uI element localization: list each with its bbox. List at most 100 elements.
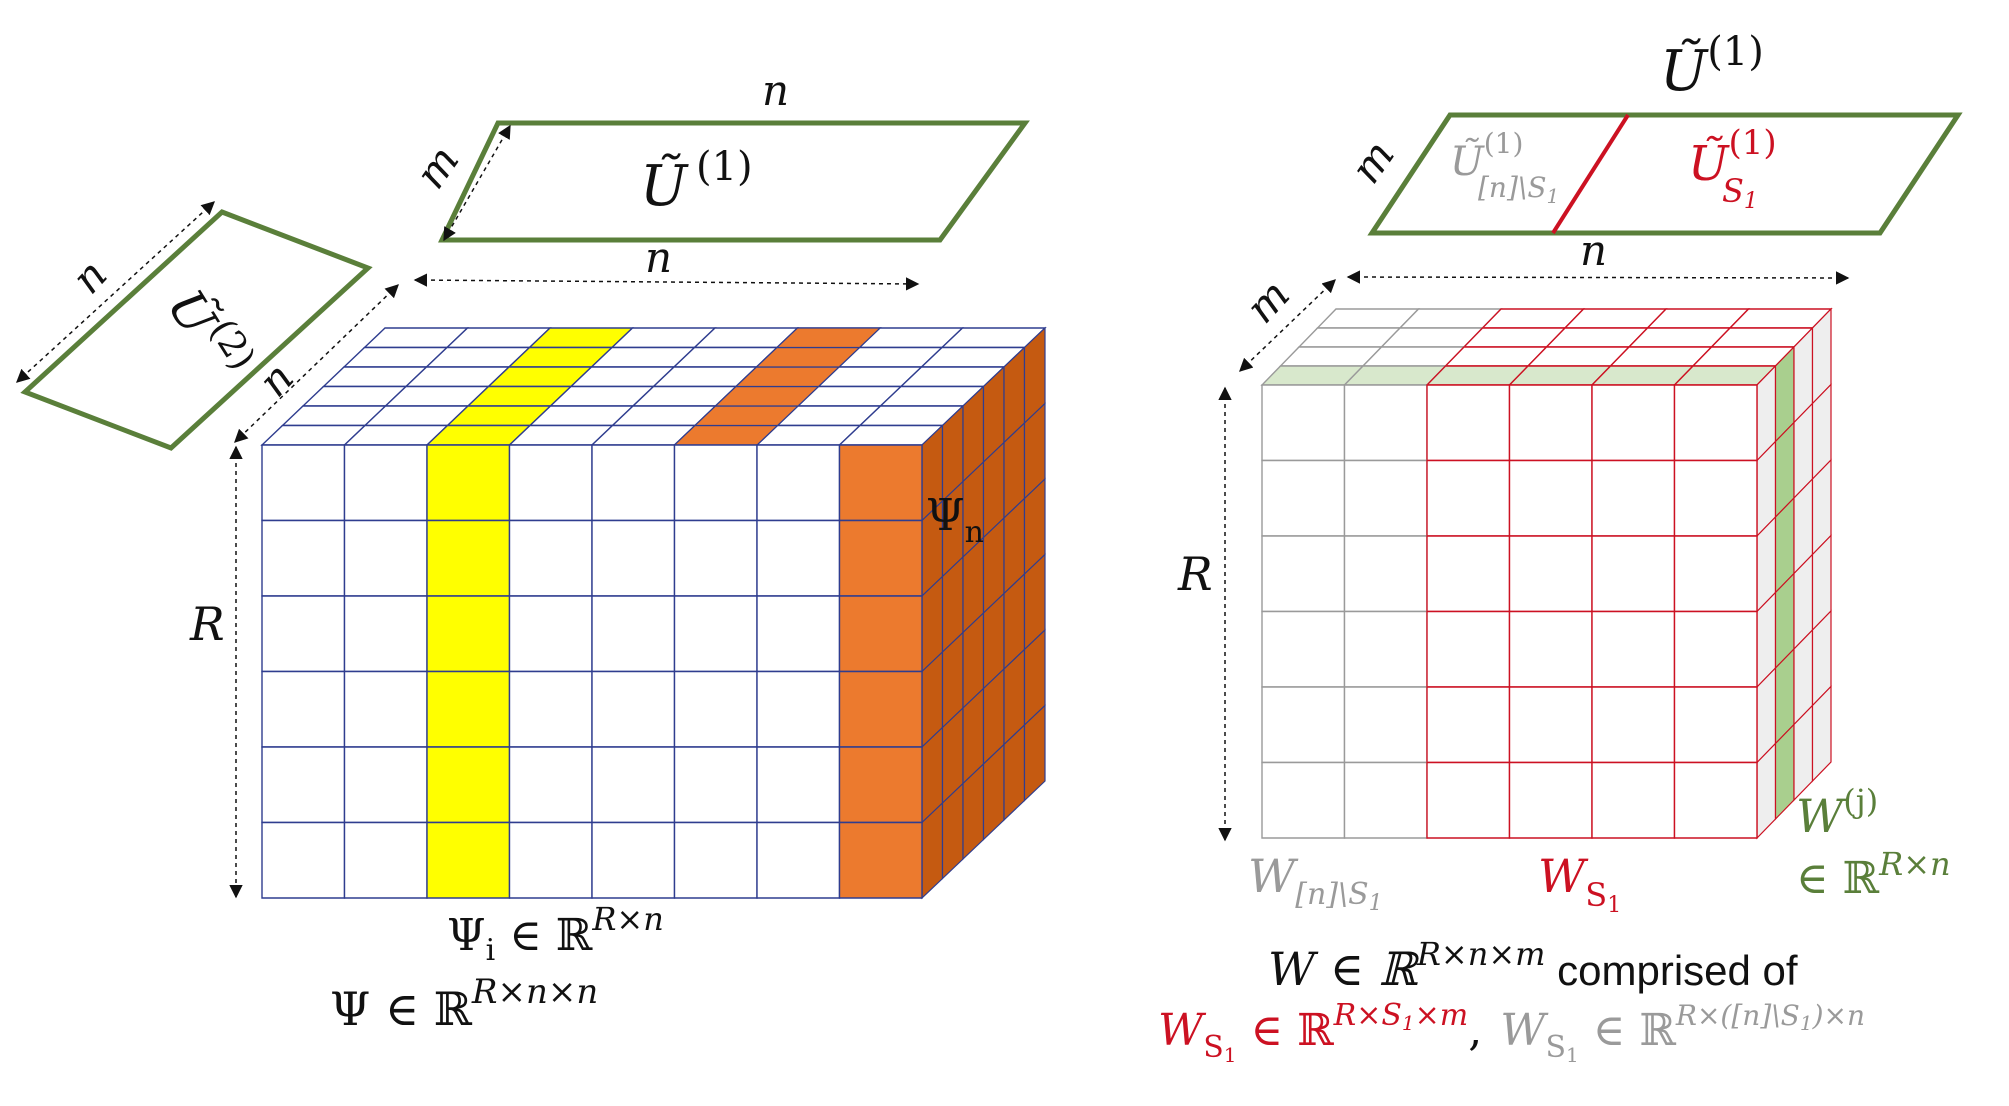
psi-n-label: Ψn	[926, 490, 984, 550]
front-cell	[838, 746, 923, 824]
side-cell	[1023, 704, 1046, 802]
front-cell	[261, 670, 346, 748]
psi-full-label: Ψ ∈ ℝR×n×n	[330, 972, 598, 1036]
front-cell	[426, 444, 511, 522]
left-cube-depth-arrow	[234, 284, 399, 443]
front-cell	[1673, 610, 1758, 688]
front-cell	[1508, 459, 1593, 537]
front-cell	[261, 444, 346, 522]
front-cell	[1261, 686, 1346, 764]
front-cell	[591, 595, 676, 673]
front-cell	[1426, 535, 1511, 613]
front-cell	[838, 444, 923, 522]
front-cell	[261, 595, 346, 673]
front-cell	[1673, 384, 1758, 462]
front-cell	[1673, 761, 1758, 839]
psi-i-label: Ψi ∈ ℝR×n	[447, 900, 664, 968]
front-cell	[756, 821, 841, 899]
front-cell	[673, 746, 758, 824]
front-cell	[1508, 686, 1593, 764]
right-cube-depth-arrow	[1239, 279, 1336, 372]
left-u1-matrix: Ũ (1) n m	[406, 66, 1030, 243]
w-gray-label: W[n]\S1	[1248, 849, 1383, 916]
front-cell	[1673, 459, 1758, 537]
front-cell	[343, 746, 428, 824]
front-cell	[426, 746, 511, 824]
front-cell	[1591, 761, 1676, 839]
front-cell	[426, 821, 511, 899]
front-cell	[508, 670, 593, 748]
front-cell	[1426, 384, 1511, 462]
front-cell	[591, 821, 676, 899]
front-cell	[756, 444, 841, 522]
front-cell	[1343, 761, 1428, 839]
front-cell	[1426, 761, 1511, 839]
front-cell	[1343, 610, 1428, 688]
front-cell	[508, 595, 593, 673]
front-cell	[508, 444, 593, 522]
left-cube	[260, 326, 1047, 900]
front-cell	[591, 746, 676, 824]
w-full-label: W ∈ ℝR×n×m comprised of	[1268, 935, 1798, 996]
front-cell	[261, 746, 346, 824]
front-cell	[673, 595, 758, 673]
front-cell	[1591, 610, 1676, 688]
front-cell	[756, 595, 841, 673]
front-cell	[343, 444, 428, 522]
front-cell	[756, 519, 841, 597]
right-cube-width-arrow	[1346, 270, 1850, 285]
left-cube-width-arrow	[413, 273, 920, 291]
front-cell	[838, 821, 923, 899]
front-cell	[343, 519, 428, 597]
right-cube-front-face	[1261, 384, 1758, 839]
front-cell	[1508, 761, 1593, 839]
w-j-space: ∈ ℝR×n	[1796, 845, 1951, 904]
front-cell	[508, 519, 593, 597]
front-cell	[673, 821, 758, 899]
front-cell	[1343, 384, 1428, 462]
front-cell	[673, 670, 758, 748]
right-cube	[1260, 307, 1833, 840]
left-u1-m-arrow	[443, 124, 511, 242]
front-cell	[343, 670, 428, 748]
front-cell	[1508, 535, 1593, 613]
right-u1-right-sub: S1	[1722, 172, 1758, 214]
front-cell	[1426, 686, 1511, 764]
right-u1-title: Ũ(1)	[1660, 29, 1764, 104]
front-cell	[756, 746, 841, 824]
side-cell	[1811, 685, 1832, 783]
front-cell	[1261, 610, 1346, 688]
right-u1-right-label: Ũ(1)	[1688, 123, 1777, 192]
front-cell	[591, 519, 676, 597]
front-cell	[591, 670, 676, 748]
left-cube-top-n: n	[645, 233, 672, 282]
left-u1-m: m	[406, 137, 469, 198]
front-cell	[838, 595, 923, 673]
front-cell	[1426, 459, 1511, 537]
front-cell	[838, 670, 923, 748]
right-u1-matrix: Ũ(1) Ũ(1) [n]\S1 Ũ(1) S1 m n	[1341, 29, 1963, 275]
right-cube-right-face	[1756, 307, 1832, 840]
left-cube-top-face	[260, 327, 1047, 446]
front-cell	[508, 821, 593, 899]
w-red-label: WS1	[1538, 849, 1621, 918]
left-u1-top-n: n	[762, 66, 789, 115]
front-cell	[1343, 535, 1428, 613]
left-u2-n-outer: n	[62, 250, 116, 303]
right-u1-divider	[1551, 113, 1630, 235]
right-u1-left-label: Ũ(1)	[1450, 127, 1523, 185]
w-j-label: W(j)	[1796, 782, 1878, 843]
left-u1-label: Ũ	[640, 153, 689, 219]
right-cube-m: m	[1236, 270, 1299, 333]
ws-full-line: WS1 ∈ ℝR×S1×m, WS1 ∈ ℝR×([n]\S1)×n	[1158, 998, 1865, 1067]
front-cell	[261, 519, 346, 597]
front-cell	[1508, 384, 1593, 462]
front-cell	[1343, 459, 1428, 537]
front-cell	[426, 595, 511, 673]
front-cell	[1261, 535, 1346, 613]
front-cell	[1343, 686, 1428, 764]
left-u1-sup: (1)	[696, 144, 753, 190]
front-cell	[343, 821, 428, 899]
front-cell	[343, 595, 428, 673]
